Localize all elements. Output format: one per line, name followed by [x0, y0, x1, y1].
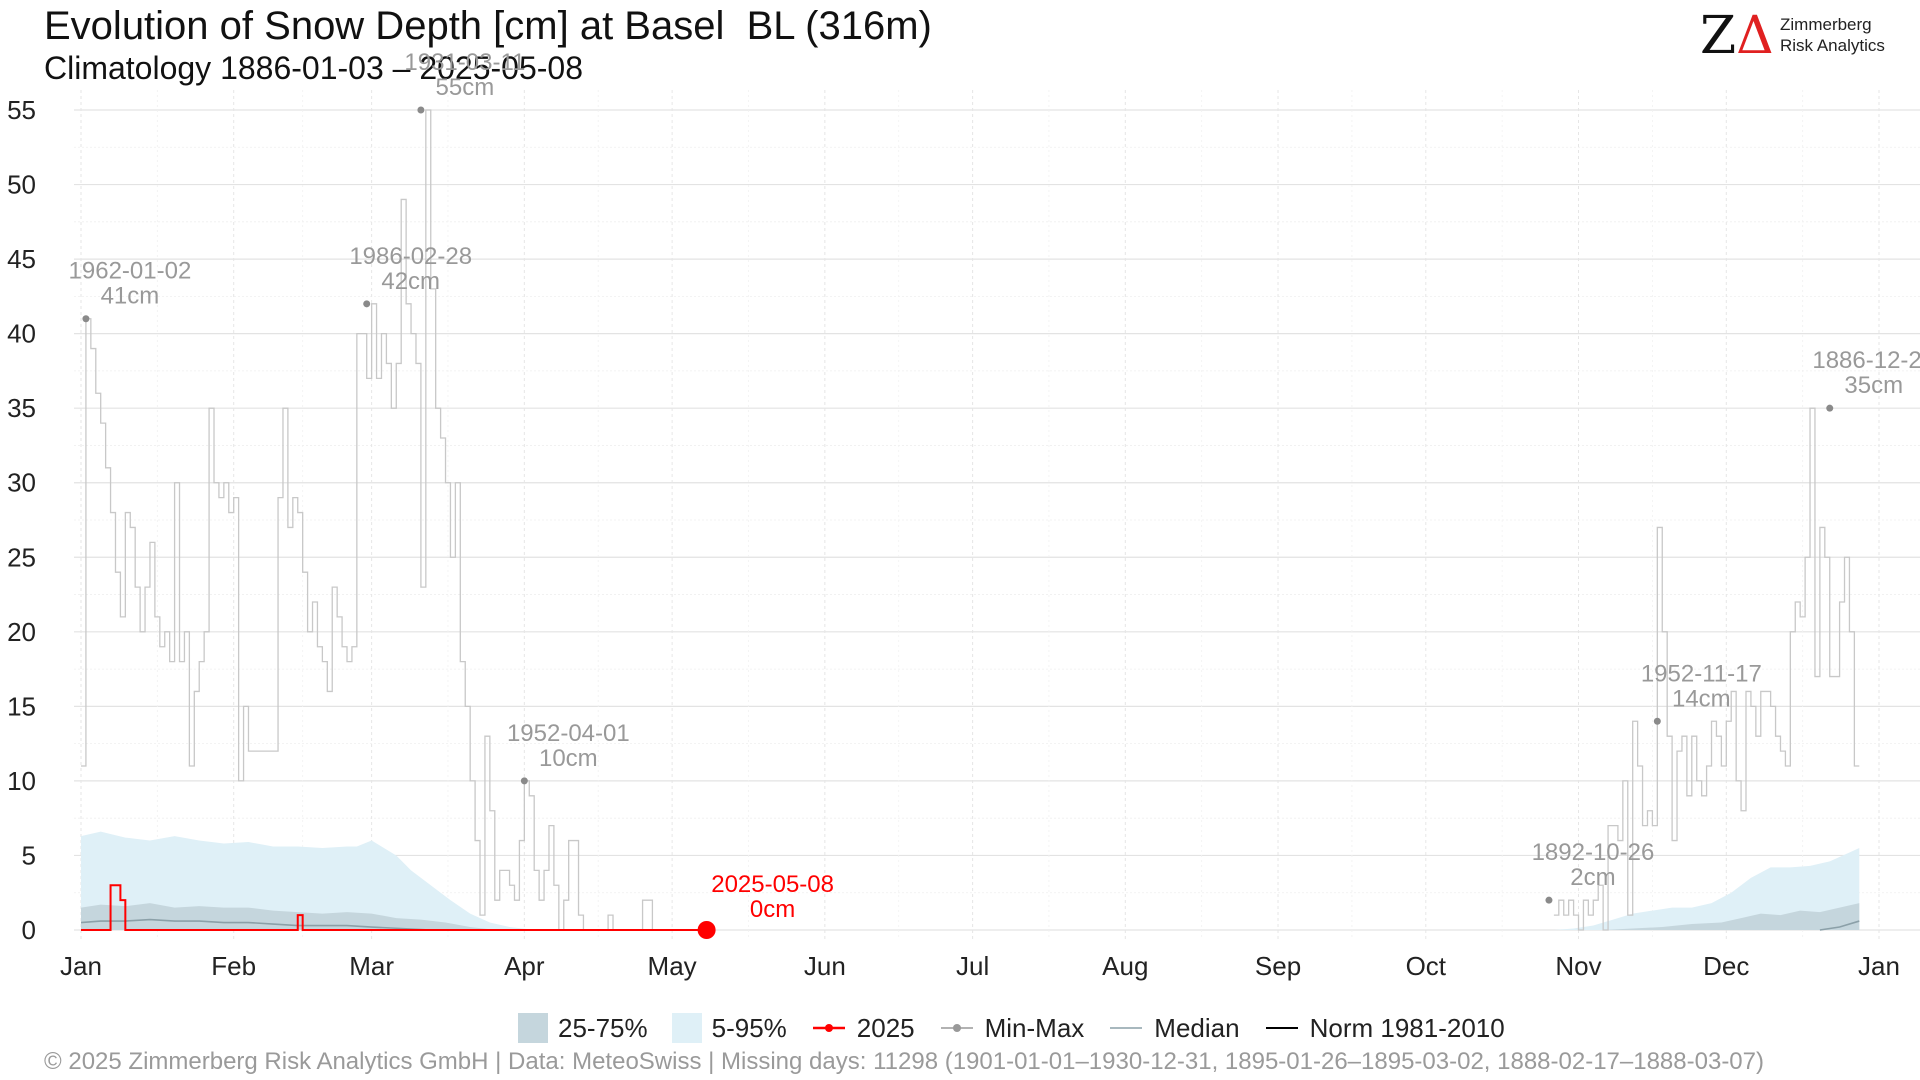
current-point: [697, 921, 716, 939]
current-date-label: 2025-05-08: [711, 871, 834, 898]
record-value-label: 2cm: [1570, 864, 1615, 891]
series-lines: [80, 109, 1860, 931]
y-tick-label: 45: [7, 244, 36, 274]
legend-item-median: Median: [1108, 1012, 1240, 1044]
y-tick-label: 30: [7, 468, 36, 498]
logo-line-2: Risk Analytics: [1780, 36, 1885, 55]
company-logo: ZΔ Zimmerberg Risk Analytics: [1700, 8, 1900, 68]
x-tick-label: Jan: [60, 951, 102, 981]
chart-legend: 25-75% 5-95% 2025 Min-Max Median Norm 19…: [518, 1008, 1529, 1048]
y-tick-label: 50: [7, 170, 36, 200]
footer-credits: © 2025 Zimmerberg Risk Analytics GmbH | …: [44, 1048, 1764, 1075]
snow-depth-chart: 1962-01-0241cm1986-02-2842cm1931-03-1155…: [7, 49, 1920, 981]
x-tick-label: Nov: [1555, 951, 1601, 981]
record-date-label: 1931-03-11: [404, 49, 525, 76]
legend-label-p5-95: 5-95%: [711, 1012, 787, 1043]
legend-swatch-current: [812, 1024, 845, 1032]
legend-swatch-iqr: [518, 1013, 548, 1043]
legend-item-iqr: 25-75%: [518, 1013, 648, 1044]
logo-z-letter: Z: [1700, 6, 1737, 66]
record-date-label: 1952-11-17: [1641, 660, 1762, 687]
y-tick-label: 35: [7, 393, 36, 423]
x-tick-label: Dec: [1703, 951, 1749, 981]
y-tick-label: 15: [7, 691, 36, 721]
x-tick-label: Jan: [1858, 951, 1900, 981]
record-value-label: 42cm: [381, 268, 440, 295]
grid-lines: [74, 90, 1920, 940]
y-tick-label: 55: [7, 95, 36, 125]
legend-swatch-p5-95: [671, 1013, 702, 1043]
record-point: [1653, 717, 1661, 725]
band-25-75: [81, 903, 1860, 930]
y-tick-label: 10: [7, 766, 36, 796]
y-tick-label: 5: [22, 840, 36, 870]
legend-label-current: 2025: [856, 1012, 915, 1043]
legend-label-median: Median: [1154, 1012, 1240, 1043]
logo-text: Zimmerberg Risk Analytics: [1780, 14, 1885, 56]
current-value-label: 0cm: [750, 896, 795, 923]
record-value-label: 55cm: [436, 74, 495, 101]
legend-item-p5-95: 5-95%: [671, 1012, 787, 1044]
legend-item-minmax: Min-Max: [939, 1012, 1085, 1044]
record-point: [82, 315, 90, 323]
x-tick-label: Jul: [956, 951, 989, 981]
record-value-label: 35cm: [1844, 372, 1903, 399]
record-point: [1826, 404, 1834, 412]
logo-mark: ZΔ: [1700, 8, 1774, 64]
y-tick-label: 20: [7, 617, 36, 647]
y-tick-label: 0: [22, 915, 36, 945]
record-value-label: 10cm: [539, 745, 598, 772]
chart-subtitle: Climatology 1886-01-03 – 2025-05-08: [44, 50, 584, 86]
legend-swatch-median: [1110, 1027, 1143, 1029]
record-date-label: 1886-12-22: [1812, 347, 1920, 374]
legend-item-current: 2025: [811, 1013, 915, 1044]
median-line: [80, 918, 1860, 931]
legend-label-minmax: Min-Max: [984, 1012, 1085, 1043]
logo-delta-symbol: Δ: [1736, 6, 1774, 66]
x-tick-label: Apr: [504, 951, 545, 981]
percentile-bands: [81, 831, 1860, 930]
record-value-label: 14cm: [1672, 685, 1731, 712]
x-tick-label: Jun: [804, 951, 846, 981]
record-point: [520, 777, 528, 785]
axis-labels: 0 5 10 15 20 25 30 35 40 45 50 55 Jan Feb Mar Apr May Jun…: [7, 95, 1900, 981]
record-point: [363, 300, 371, 308]
y-tick-label: 25: [7, 542, 36, 572]
x-tick-label: Aug: [1102, 951, 1148, 981]
legend-label-iqr: 25-75%: [558, 1012, 648, 1043]
x-tick-label: May: [648, 951, 697, 981]
chart-title: Evolution of Snow Depth [cm] at Basel BL…: [44, 4, 932, 48]
logo-line-1: Zimmerberg: [1780, 15, 1872, 34]
record-date-label: 1986-02-28: [349, 243, 472, 270]
record-value-label: 41cm: [101, 283, 160, 310]
record-point: [417, 106, 425, 114]
record-date-label: 1892-10-26: [1532, 839, 1655, 866]
record-date-label: 1962-01-02: [69, 258, 192, 285]
legend-item-norm: Norm 1981-2010: [1264, 1013, 1505, 1044]
record-point: [1545, 896, 1553, 904]
x-tick-label: Mar: [349, 951, 394, 981]
legend-swatch-minmax: [940, 1024, 973, 1032]
legend-label-norm: Norm 1981-2010: [1309, 1012, 1505, 1043]
max-series-line: [81, 109, 1860, 931]
x-tick-label: Feb: [211, 951, 256, 981]
legend-swatch-norm: [1265, 1027, 1298, 1029]
x-tick-label: Oct: [1406, 951, 1447, 981]
x-tick-label: Sep: [1255, 951, 1301, 981]
record-date-label: 1952-04-01: [507, 720, 630, 747]
current-year-line: [81, 884, 707, 931]
y-tick-label: 40: [7, 319, 36, 349]
